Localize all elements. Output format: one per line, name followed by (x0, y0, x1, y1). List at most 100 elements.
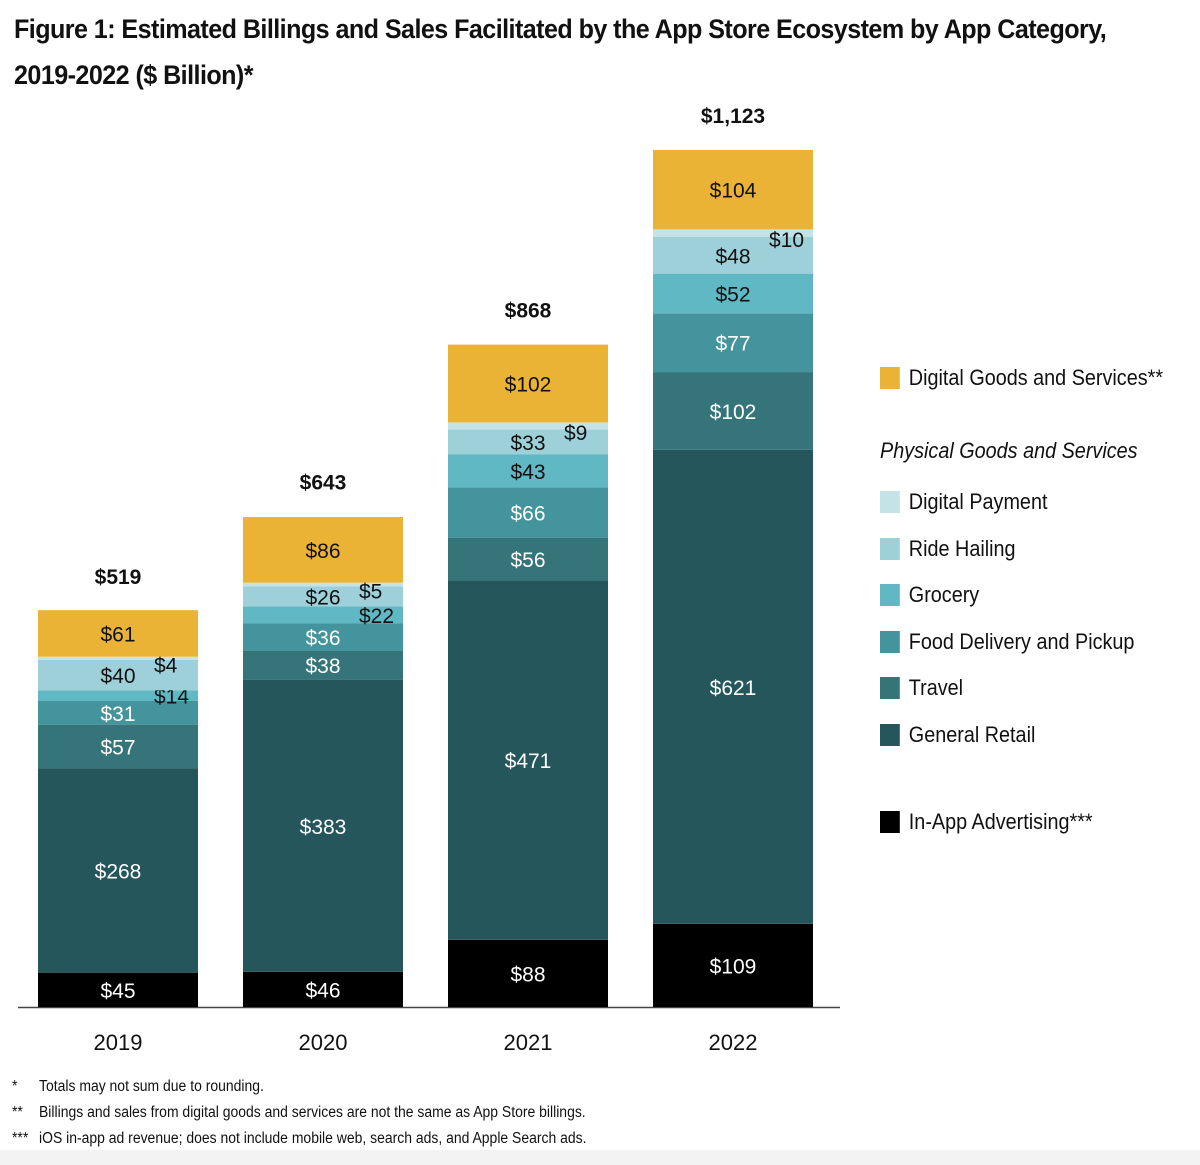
chart-title: Figure 1: Estimated Billings and Sales F… (14, 14, 1107, 90)
segment-label-outside: $5 (359, 581, 382, 604)
segment-label: $33 (510, 432, 545, 455)
bar-segment-2020-food-delivery-and-pickup (243, 623, 403, 651)
bar-segment-2022-ride-hailing (653, 237, 813, 274)
footnote-text: iOS in-app ad revenue; does not include … (39, 1130, 587, 1147)
x-tick-label: 2020 (299, 1030, 348, 1055)
segment-label: $88 (510, 963, 545, 986)
legend-label-travel: Travel (908, 675, 964, 700)
bar-segment-2022-travel (653, 372, 813, 450)
segment-label: $52 (715, 283, 750, 306)
segment-label: $48 (715, 245, 750, 268)
segment-label-outside: $4 (154, 654, 178, 677)
legend-label-grocery: Grocery (908, 582, 980, 607)
legend-item-digital-goods: Digital Goods and Services** (880, 365, 1163, 391)
segment-label-outside: $10 (769, 229, 804, 252)
segment-label: $383 (300, 816, 347, 839)
legend-item-travel: Travel (880, 675, 963, 701)
bar-segment-2021-digital-goods-and-services (448, 344, 608, 423)
legend-item-advertising: In-App Advertising*** (880, 809, 1093, 835)
bar-segment-2019-digital-goods-and-services (38, 610, 198, 657)
bar-segment-2021-travel (448, 537, 608, 581)
segment-label: $77 (715, 333, 750, 356)
x-tick-label: 2021 (504, 1030, 553, 1055)
total-label: $868 (505, 300, 552, 323)
legend-label-digital-payment: Digital Payment (908, 489, 1048, 514)
legend-item-food-delivery: Food Delivery and Pickup (880, 629, 1134, 655)
segment-label: $102 (505, 374, 552, 397)
legend-swatch-travel (880, 677, 900, 699)
legend-label-digital-goods: Digital Goods and Services** (908, 365, 1164, 390)
bar-segment-2019-general-retail (38, 768, 198, 973)
bar-segment-2020-ride-hailing (243, 586, 403, 607)
footnote-marker: * (12, 1078, 18, 1095)
bar-segment-2020-travel (243, 650, 403, 680)
bar-segment-2020-digital-goods-and-services (243, 517, 403, 583)
footer-strip (0, 1150, 1200, 1165)
segment-label: $57 (100, 736, 135, 759)
stacked-bar-chart: $45 $268 $57 $31 $14 $40 $4 $61 $519 2019 $46 $383 $… (18, 105, 840, 1055)
legend-swatch-food-delivery (880, 631, 900, 653)
segment-label: $104 (710, 180, 757, 203)
total-label: $643 (300, 471, 347, 494)
total-label: $1,123 (701, 105, 765, 128)
footnote-text: Totals may not sum due to rounding. (39, 1078, 264, 1095)
x-tick-label: 2019 (94, 1030, 143, 1055)
legend-item-grocery: Grocery (880, 582, 979, 608)
legend-swatch-digital-payment (880, 491, 900, 513)
segment-label: $471 (505, 750, 552, 773)
segment-label: $61 (100, 623, 135, 646)
legend-label-general-retail: General Retail (908, 722, 1036, 747)
bar-segment-2020-grocery (243, 606, 403, 624)
bar-segment-2022-grocery (653, 273, 813, 314)
bar-segment-2022-food-delivery-and-pickup (653, 313, 813, 373)
legend-label-ride-hailing: Ride Hailing (908, 536, 1016, 561)
segment-label: $268 (95, 860, 142, 883)
segment-label: $66 (510, 502, 545, 525)
segment-label: $40 (100, 665, 135, 688)
legend-swatch-digital-goods (880, 367, 900, 389)
bar-segment-2021-digital-payment (448, 422, 608, 430)
segment-label: $86 (305, 540, 340, 563)
footnote-marker: ** (12, 1104, 23, 1121)
bar-segment-2022-digital-goods-and-services (653, 150, 813, 230)
footnote-3: *** iOS in-app ad revenue; does not incl… (12, 1126, 587, 1152)
footnote-2: ** Billings and sales from digital goods… (12, 1100, 587, 1126)
footnote-1: * Totals may not sum due to rounding. (12, 1074, 587, 1100)
x-tick-label: 2022 (709, 1030, 758, 1055)
segment-label: $45 (100, 980, 135, 1003)
total-label: $519 (95, 566, 142, 589)
legend-label-advertising: In-App Advertising*** (908, 809, 1093, 834)
segment-label: $621 (710, 677, 757, 700)
footnote-marker: *** (12, 1130, 29, 1147)
legend-item-ride-hailing: Ride Hailing (880, 536, 1016, 562)
footnote-text: Billings and sales from digital goods an… (39, 1104, 586, 1121)
bar-segment-2021-general-retail (448, 580, 608, 940)
segment-label-outside: $9 (564, 422, 587, 445)
bar-segment-2022-digital-payment (653, 229, 813, 237)
bar-segment-2020-in-app-advertising (243, 971, 403, 1007)
bar-segment-2019-ride-hailing (38, 659, 198, 691)
segment-label: $43 (510, 461, 545, 484)
bar-segment-2019-food-delivery-and-pickup (38, 700, 198, 725)
segment-label: $46 (305, 979, 340, 1002)
segment-label: $102 (710, 401, 757, 424)
bar-segment-2020-digital-payment (243, 582, 403, 587)
segment-label: $56 (510, 549, 545, 572)
segment-label: $26 (305, 586, 340, 609)
legend-item-digital-payment: Digital Payment (880, 489, 1047, 515)
bar-segment-2019-travel (38, 724, 198, 769)
bar-segment-2022-general-retail (653, 449, 813, 924)
legend-heading-physical: Physical Goods and Services (880, 438, 1138, 463)
legend-swatch-advertising (880, 811, 900, 833)
legend-swatch-general-retail (880, 724, 900, 746)
bar-segment-2019-grocery (38, 690, 198, 701)
segment-label-outside: $14 (154, 686, 189, 709)
bar-segment-2021-grocery (448, 454, 608, 488)
legend-swatch-ride-hailing (880, 538, 900, 560)
segment-label: $36 (305, 627, 340, 650)
legend-item-general-retail: General Retail (880, 722, 1035, 748)
bar-segment-2021-food-delivery-and-pickup (448, 487, 608, 538)
segment-label: $109 (710, 955, 757, 978)
legend-swatch-grocery (880, 584, 900, 606)
footnotes: * Totals may not sum due to rounding. **… (12, 1074, 650, 1152)
